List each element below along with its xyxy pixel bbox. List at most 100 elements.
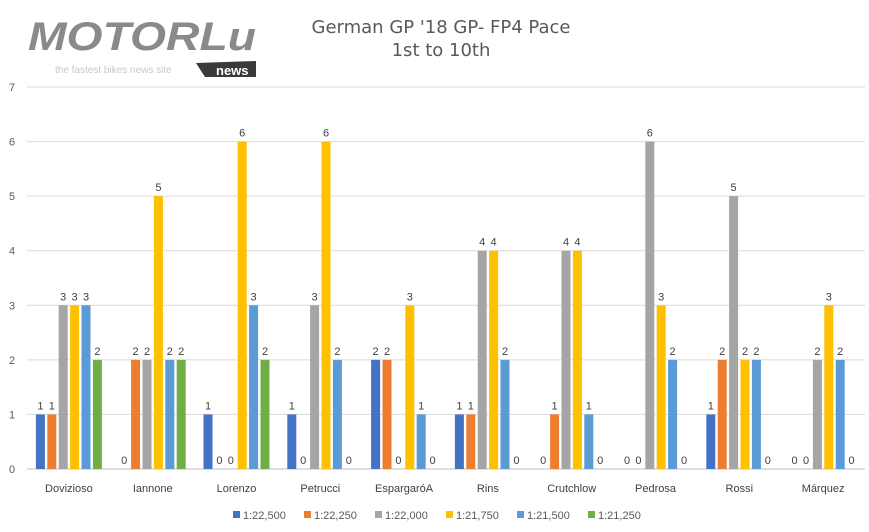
bar xyxy=(812,359,822,469)
legend-swatch xyxy=(588,511,595,518)
bar xyxy=(165,359,175,469)
bar xyxy=(58,305,68,469)
x-tick-label: Márquez xyxy=(802,483,845,495)
bar xyxy=(572,250,582,469)
data-label: 2 xyxy=(502,346,508,358)
data-label: 1 xyxy=(418,400,424,412)
y-tick-label: 1 xyxy=(9,409,15,421)
bar xyxy=(249,305,259,469)
data-label: 1 xyxy=(49,400,55,412)
bar xyxy=(237,141,247,470)
legend-label: 1:21,750 xyxy=(456,510,499,522)
legend-swatch xyxy=(375,511,382,518)
bar xyxy=(81,305,91,469)
y-tick-label: 7 xyxy=(9,82,15,94)
data-label: 4 xyxy=(563,237,569,249)
data-label: 2 xyxy=(133,346,139,358)
bar xyxy=(405,305,415,469)
data-label: 3 xyxy=(60,291,66,303)
bar xyxy=(706,414,716,469)
legend-label: 1:22,500 xyxy=(243,510,286,522)
data-label: 3 xyxy=(658,291,664,303)
data-label: 0 xyxy=(803,455,809,467)
data-label: 3 xyxy=(72,291,78,303)
data-label: 3 xyxy=(407,291,413,303)
data-label: 4 xyxy=(479,237,485,249)
bar xyxy=(645,141,655,470)
x-tick-label: Crutchlow xyxy=(547,483,596,495)
bar xyxy=(260,359,270,469)
y-tick-label: 4 xyxy=(9,246,15,258)
bar xyxy=(131,359,141,469)
data-label: 6 xyxy=(323,128,329,140)
bar xyxy=(310,305,320,469)
data-label: 3 xyxy=(826,291,832,303)
bar xyxy=(321,141,331,470)
data-label: 1 xyxy=(456,400,462,412)
x-tick-label: Rossi xyxy=(726,483,754,495)
legend-label: 1:21,500 xyxy=(527,510,570,522)
data-label: 0 xyxy=(681,455,687,467)
legend-label: 1:22,000 xyxy=(385,510,428,522)
y-tick-label: 0 xyxy=(9,464,15,476)
data-label: 2 xyxy=(814,346,820,358)
data-label: 0 xyxy=(121,455,127,467)
data-label: 1 xyxy=(205,400,211,412)
data-label: 4 xyxy=(574,237,580,249)
bar xyxy=(176,359,186,469)
logo-tagline: the fastest bikes news site xyxy=(55,65,172,76)
bar xyxy=(751,359,761,469)
bar xyxy=(835,359,845,469)
bar xyxy=(550,414,560,469)
bar xyxy=(477,250,487,469)
bar xyxy=(584,414,594,469)
data-label: 1 xyxy=(37,400,43,412)
data-label: 2 xyxy=(742,346,748,358)
bar xyxy=(382,359,392,469)
data-label: 4 xyxy=(491,237,497,249)
data-label: 0 xyxy=(635,455,641,467)
bar xyxy=(47,414,57,469)
legend-swatch xyxy=(517,511,524,518)
data-label: 1 xyxy=(586,400,592,412)
bar xyxy=(489,250,499,469)
data-label: 1 xyxy=(552,400,558,412)
data-label: 1 xyxy=(468,400,474,412)
bar xyxy=(561,250,571,469)
data-label: 3 xyxy=(83,291,89,303)
data-label: 2 xyxy=(167,346,173,358)
data-label: 2 xyxy=(178,346,184,358)
y-tick-label: 5 xyxy=(9,191,15,203)
x-tick-label: EspargaróA xyxy=(375,483,434,495)
bar xyxy=(466,414,476,469)
bar xyxy=(824,305,834,469)
data-label: 0 xyxy=(597,455,603,467)
bar xyxy=(153,196,163,469)
data-label: 2 xyxy=(334,346,340,358)
legend-swatch xyxy=(304,511,311,518)
bar xyxy=(287,414,297,469)
logo-badge: news xyxy=(216,63,249,78)
data-label: 0 xyxy=(395,455,401,467)
data-label: 2 xyxy=(373,346,379,358)
legend-label: 1:21,250 xyxy=(598,510,641,522)
bar xyxy=(371,359,381,469)
legend-swatch xyxy=(446,511,453,518)
data-label: 2 xyxy=(94,346,100,358)
bar xyxy=(92,359,102,469)
data-label: 0 xyxy=(849,455,855,467)
data-label: 5 xyxy=(155,182,161,194)
data-label: 5 xyxy=(731,182,737,194)
bar xyxy=(656,305,666,469)
data-label: 2 xyxy=(719,346,725,358)
x-tick-label: Dovizioso xyxy=(45,483,93,495)
bar xyxy=(729,196,739,469)
data-label: 1 xyxy=(289,400,295,412)
data-label: 2 xyxy=(837,346,843,358)
data-label: 2 xyxy=(262,346,268,358)
data-label: 1 xyxy=(708,400,714,412)
bar xyxy=(740,359,750,469)
data-label: 2 xyxy=(753,346,759,358)
legend-swatch xyxy=(233,511,240,518)
